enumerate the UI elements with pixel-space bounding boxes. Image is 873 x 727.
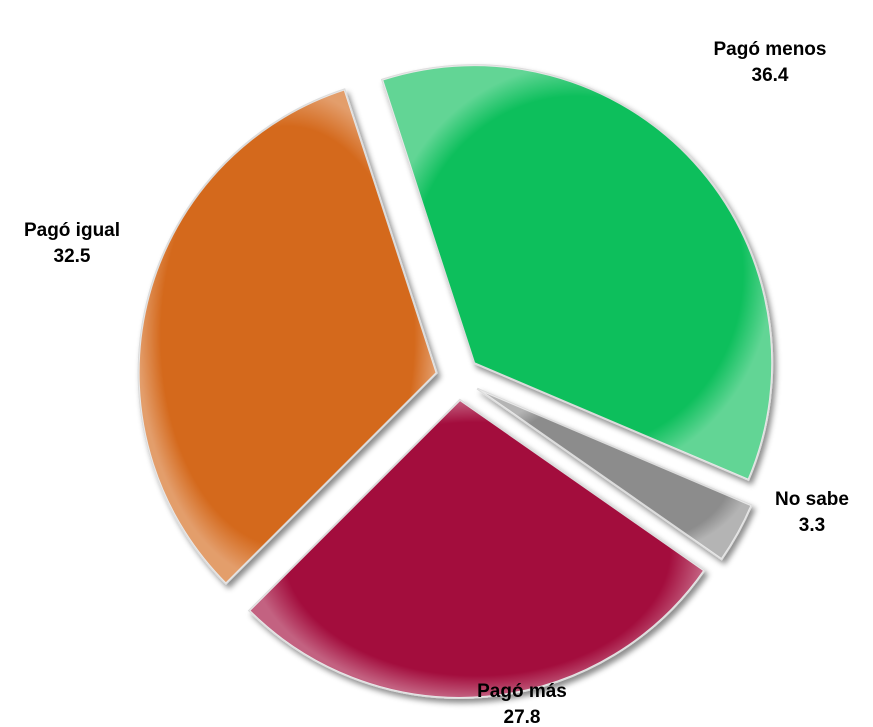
slice-label: Pagó menos [714,39,827,60]
slice-highlight [477,388,752,560]
slice-highlight [382,65,773,480]
slice-label: Pagó igual [24,220,120,241]
slice-label: No sabe [775,489,849,510]
slice-value: 27.8 [504,707,541,727]
slice-value: 3.3 [799,515,825,536]
slice-highlight [249,399,705,698]
slice-value: 32.5 [54,246,91,267]
slice-label: Pagó más [477,681,567,702]
slice-value: 36.4 [752,65,789,86]
slice-highlight [138,89,437,584]
